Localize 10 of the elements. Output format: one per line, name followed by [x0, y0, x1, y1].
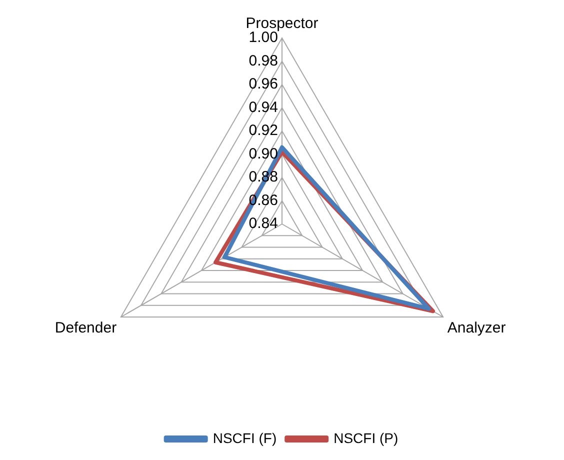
y-tick-label: 0.96: [248, 76, 278, 93]
legend-label: NSCFI (F): [212, 430, 277, 446]
y-tick-label: 0.84: [248, 215, 278, 232]
y-tick-label: 0.98: [248, 52, 278, 70]
y-tick-label: 0.90: [248, 145, 278, 162]
y-tick-label: 0.92: [248, 122, 278, 140]
legend-label: NSCFI (P): [334, 430, 398, 446]
spoke-label: Defender: [54, 320, 117, 337]
y-tick-label: 0.94: [248, 98, 278, 116]
spoke-label: Analyzer: [447, 320, 506, 337]
